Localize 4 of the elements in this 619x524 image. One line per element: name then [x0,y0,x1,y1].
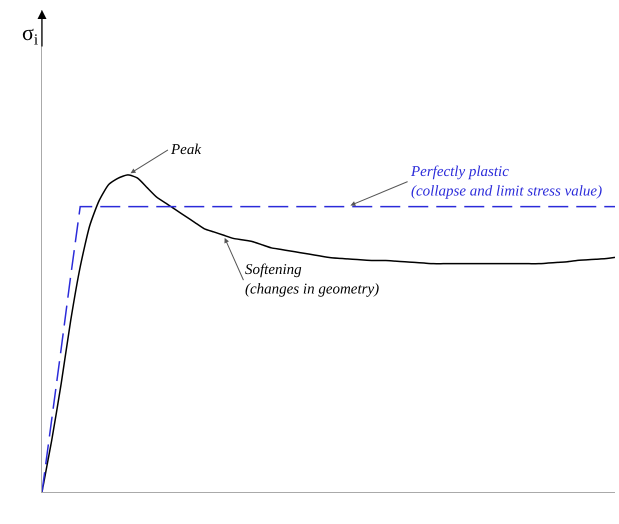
annotation: Perfectly plastic (collapse and limit stress value) [410,164,602,200]
annotation: Softening (changes in geometry) [245,262,380,298]
text: Peak [170,142,202,158]
text: σ$_{i}$ [22,20,38,49]
